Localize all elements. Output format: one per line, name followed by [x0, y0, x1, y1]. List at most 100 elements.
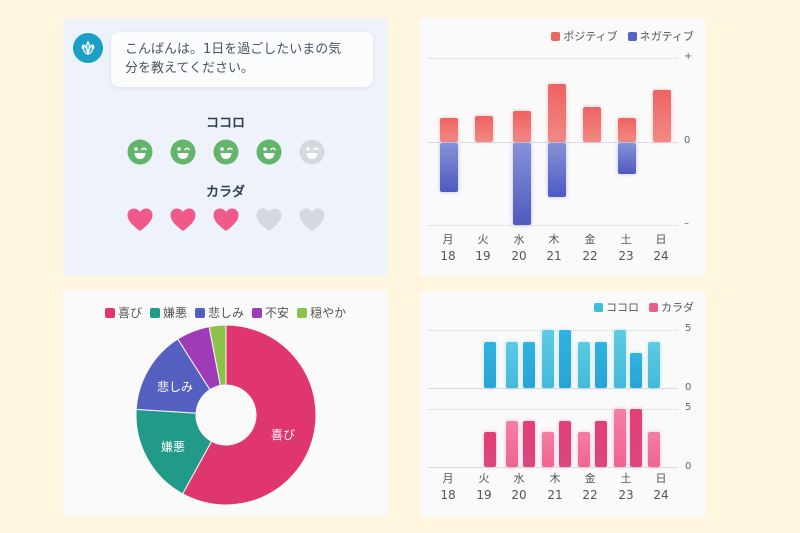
legend-kokoro[interactable]: ココロ: [594, 299, 639, 315]
emotions-donut: [135, 324, 317, 506]
kokoro-bar[interactable]: [578, 341, 590, 388]
karada-bar[interactable]: [506, 420, 518, 467]
karada-bar[interactable]: [484, 432, 496, 467]
karada-ytick-5: 5: [685, 402, 692, 413]
kokoro-bar[interactable]: [506, 341, 518, 388]
day-label: 木 21: [547, 472, 563, 502]
heart-icon[interactable]: [256, 208, 282, 232]
heart-icon[interactable]: [127, 208, 153, 232]
smiley-wink-icon[interactable]: [256, 139, 282, 165]
legend-item[interactable]: 悲しみ: [195, 304, 244, 321]
karada-bar[interactable]: [578, 432, 590, 467]
heart-icon[interactable]: [299, 208, 325, 232]
day-label: 日 24: [653, 233, 669, 263]
scores-chart-card: ココロ カラダ 5 0 5 0 月 18 火 19 水 20 木 21 金 22 土 23 日 24: [420, 291, 706, 517]
legend-swatch: [627, 31, 637, 41]
kokoro-bar[interactable]: [614, 330, 626, 388]
kokoro-bar[interactable]: [559, 330, 571, 388]
emotions-chart-card: 喜び 嫌悪 悲しみ 不安 穏やか 喜び 嫌悪 悲しみ: [63, 290, 388, 516]
positive-bar[interactable]: [618, 117, 636, 142]
day-label: 月 18: [440, 233, 456, 263]
karada-bar[interactable]: [614, 409, 626, 467]
karada-rating[interactable]: [127, 208, 325, 232]
lotus-icon: [81, 41, 95, 55]
kokoro-bar[interactable]: [630, 353, 642, 388]
positive-bar[interactable]: [440, 117, 458, 142]
legend-karada[interactable]: カラダ: [649, 299, 694, 315]
karada-bar[interactable]: [648, 432, 660, 467]
karada-title: カラダ: [205, 185, 245, 200]
negative-bar[interactable]: [618, 143, 636, 174]
day-label: 火 19: [476, 472, 492, 502]
emotions-legend: 喜び 嫌悪 悲しみ 不安 穏やか: [105, 304, 346, 321]
day-label: 水 20: [511, 233, 527, 263]
chat-message-line1: こんばんは。1日を過ごしたいまの気: [125, 42, 342, 57]
positive-bar[interactable]: [513, 110, 531, 142]
smiley-wink-icon[interactable]: [170, 139, 196, 165]
positive-bar[interactable]: [653, 89, 671, 142]
slice-label: 喜び: [271, 428, 296, 442]
positive-bar[interactable]: [548, 84, 566, 142]
positive-bar[interactable]: [583, 106, 601, 142]
legend-swatch: [195, 307, 206, 318]
kokoro-bar[interactable]: [595, 341, 607, 388]
heart-icon[interactable]: [213, 208, 239, 232]
donut-slice[interactable]: [181, 324, 317, 506]
negative-bar[interactable]: [548, 143, 566, 197]
ytick-plus: +: [684, 51, 693, 62]
legend-swatch: [649, 302, 658, 312]
checkin-card: こんばんは。1日を過ごしたいまの気 分を教えてください。 ココロ カラダ: [63, 18, 388, 276]
kokoro-baseline: [428, 388, 678, 389]
posneg-legend: ポジティブ ネガティブ: [551, 28, 694, 44]
donut-slice[interactable]: [208, 324, 227, 387]
kokoro-bar[interactable]: [648, 341, 660, 388]
day-label: 金 22: [582, 233, 598, 263]
negative-bar[interactable]: [513, 143, 531, 226]
legend-positive[interactable]: ポジティブ: [551, 28, 618, 44]
heart-icon[interactable]: [170, 208, 196, 232]
legend-swatch: [594, 302, 603, 312]
kokoro-ytick-0: 0: [685, 382, 692, 393]
kokoro-ytick-5: 5: [685, 323, 692, 334]
day-label: 日 24: [653, 472, 669, 502]
karada-bar[interactable]: [523, 420, 535, 467]
smiley-wink-icon[interactable]: [299, 139, 325, 165]
kokoro-bar[interactable]: [523, 341, 535, 388]
legend-swatch: [105, 307, 115, 318]
negative-bar[interactable]: [440, 143, 458, 192]
karada-bar[interactable]: [595, 420, 607, 467]
legend-item[interactable]: 不安: [252, 304, 289, 321]
legend-item[interactable]: 嫌悪: [150, 304, 187, 321]
assistant-avatar: [73, 33, 103, 63]
legend-item[interactable]: 穏やか: [297, 304, 346, 321]
posneg-chart-card: ポジティブ ネガティブ + 0 – 月 18 火 19 水 20 木 21 金 22 土 23 日 24: [420, 18, 706, 276]
kokoro-bar[interactable]: [542, 330, 554, 388]
karada-bar[interactable]: [542, 432, 554, 467]
karada-ytick-0: 0: [685, 461, 692, 472]
gridline-bottom: [428, 225, 678, 226]
karada-bar[interactable]: [630, 409, 642, 467]
gridline-top: [428, 58, 678, 59]
day-label: 水 20: [511, 472, 527, 502]
ytick-zero: 0: [684, 135, 691, 146]
kokoro-bar[interactable]: [484, 341, 496, 388]
positive-bar[interactable]: [475, 115, 493, 142]
day-label: 土 23: [618, 472, 634, 502]
smiley-wink-icon[interactable]: [213, 139, 239, 165]
legend-item[interactable]: 喜び: [105, 304, 142, 321]
chat-bubble: こんばんは。1日を過ごしたいまの気 分を教えてください。: [111, 32, 373, 87]
day-label: 火 19: [475, 233, 491, 263]
legend-swatch: [252, 307, 263, 318]
kokoro-rating[interactable]: [127, 139, 325, 165]
karada-bar[interactable]: [559, 420, 571, 467]
day-label: 金 22: [582, 472, 598, 502]
legend-swatch: [297, 307, 308, 318]
smiley-wink-icon[interactable]: [127, 139, 153, 165]
karada-baseline: [428, 467, 678, 468]
day-label: 土 23: [618, 233, 634, 263]
legend-negative[interactable]: ネガティブ: [627, 28, 694, 44]
donut-slice[interactable]: [135, 408, 213, 495]
slice-label: 嫌悪: [161, 440, 186, 454]
scores-legend: ココロ カラダ: [594, 299, 694, 315]
legend-swatch: [551, 31, 561, 41]
